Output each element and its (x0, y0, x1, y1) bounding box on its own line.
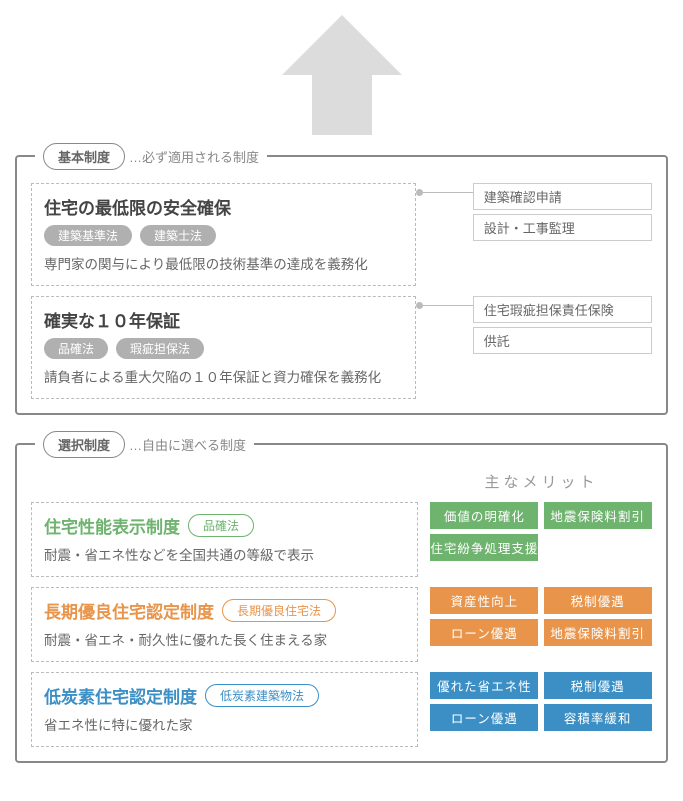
basic-card-0: 住宅の最低限の安全確保 建築基準法 建築士法 専門家の関与により最低限の技術基準… (31, 183, 416, 286)
side-list-0: 建築確認申請 設計・工事監理 (473, 183, 652, 245)
up-arrow-icon (15, 10, 668, 145)
select-desc-2: 省エネ性に特に優れた家 (44, 714, 405, 734)
select-card-2: 低炭素住宅認定制度 低炭素建築物法 省エネ性に特に優れた家 (31, 672, 418, 747)
select-desc-0: 耐震・省エネ性などを全国共通の等級で表示 (44, 544, 405, 564)
merit-badge: 住宅紛争処理支援 (430, 534, 538, 561)
select-desc-1: 耐震・省エネ・耐久性に優れた長く住まえる家 (44, 629, 405, 649)
basic-note: …必ず適用される制度 (129, 147, 259, 166)
basic-card-title-1: 確実な１０年保証 (44, 307, 403, 332)
merit-grid-1: 資産性向上 税制優遇 ローン優遇 地震保険料割引 (430, 587, 652, 646)
select-title-0: 住宅性能表示制度 (44, 513, 180, 538)
connector-1 (416, 296, 473, 309)
select-title-1: 長期優良住宅認定制度 (44, 598, 214, 623)
merit-badge: 容積率緩和 (544, 704, 652, 731)
law-tag: 瑕疵担保法 (116, 338, 204, 359)
select-section-label: 選択制度 …自由に選べる制度 (35, 431, 254, 458)
merit-header: 主なメリット (431, 471, 652, 492)
select-row-0: 住宅性能表示制度 品確法 耐震・省エネ性などを全国共通の等級で表示 価値の明確化… (31, 502, 652, 577)
side-list-1: 住宅瑕疵担保責任保険 供託 (473, 296, 652, 358)
select-card-1: 長期優良住宅認定制度 長期優良住宅法 耐震・省エネ・耐久性に優れた長く住まえる家 (31, 587, 418, 662)
merit-badge: 税制優遇 (544, 672, 652, 699)
side-item: 住宅瑕疵担保責任保険 (473, 296, 652, 323)
arrow-shape (282, 15, 402, 135)
select-section: 選択制度 …自由に選べる制度 主なメリット 住宅性能表示制度 品確法 耐震・省エ… (15, 443, 668, 763)
select-title-2: 低炭素住宅認定制度 (44, 683, 197, 708)
basic-desc-1: 請負者による重大欠陥の１０年保証と資力確保を義務化 (44, 366, 403, 386)
basic-card-1: 確実な１０年保証 品確法 瑕疵担保法 請負者による重大欠陥の１０年保証と資力確保… (31, 296, 416, 399)
law-tag: 建築士法 (140, 225, 216, 246)
law-tag: 品確法 (44, 338, 108, 359)
basic-row-1: 確実な１０年保証 品確法 瑕疵担保法 請負者による重大欠陥の１０年保証と資力確保… (31, 296, 652, 399)
side-item: 建築確認申請 (473, 183, 652, 210)
merit-grid-0: 価値の明確化 地震保険料割引 住宅紛争処理支援 (430, 502, 652, 561)
select-row-1: 長期優良住宅認定制度 長期優良住宅法 耐震・省エネ・耐久性に優れた長く住まえる家… (31, 587, 652, 662)
merit-grid-2: 優れた省エネ性 税制優遇 ローン優遇 容積率緩和 (430, 672, 652, 731)
law-tag: 長期優良住宅法 (222, 599, 336, 622)
basic-card-title-0: 住宅の最低限の安全確保 (44, 194, 403, 219)
law-tag: 建築基準法 (44, 225, 132, 246)
connector-0 (416, 183, 473, 196)
merit-badge: ローン優遇 (430, 704, 538, 731)
merit-badge: ローン優遇 (430, 619, 538, 646)
law-tag: 品確法 (188, 514, 254, 537)
select-row-2: 低炭素住宅認定制度 低炭素建築物法 省エネ性に特に優れた家 優れた省エネ性 税制… (31, 672, 652, 747)
select-pill: 選択制度 (43, 431, 125, 458)
basic-row-0: 住宅の最低限の安全確保 建築基準法 建築士法 専門家の関与により最低限の技術基準… (31, 183, 652, 286)
basic-section-label: 基本制度 …必ず適用される制度 (35, 143, 267, 170)
merit-badge: 地震保険料割引 (544, 619, 652, 646)
side-item: 供託 (473, 327, 652, 354)
select-note: …自由に選べる制度 (129, 435, 246, 454)
basic-desc-0: 専門家の関与により最低限の技術基準の達成を義務化 (44, 253, 403, 273)
law-tag: 低炭素建築物法 (205, 684, 319, 707)
select-card-0: 住宅性能表示制度 品確法 耐震・省エネ性などを全国共通の等級で表示 (31, 502, 418, 577)
merit-badge: 資産性向上 (430, 587, 538, 614)
merit-badge: 優れた省エネ性 (430, 672, 538, 699)
side-item: 設計・工事監理 (473, 214, 652, 241)
basic-section: 基本制度 …必ず適用される制度 住宅の最低限の安全確保 建築基準法 建築士法 専… (15, 155, 668, 415)
basic-pill: 基本制度 (43, 143, 125, 170)
merit-badge: 地震保険料割引 (544, 502, 652, 529)
merit-badge: 価値の明確化 (430, 502, 538, 529)
merit-badge: 税制優遇 (544, 587, 652, 614)
